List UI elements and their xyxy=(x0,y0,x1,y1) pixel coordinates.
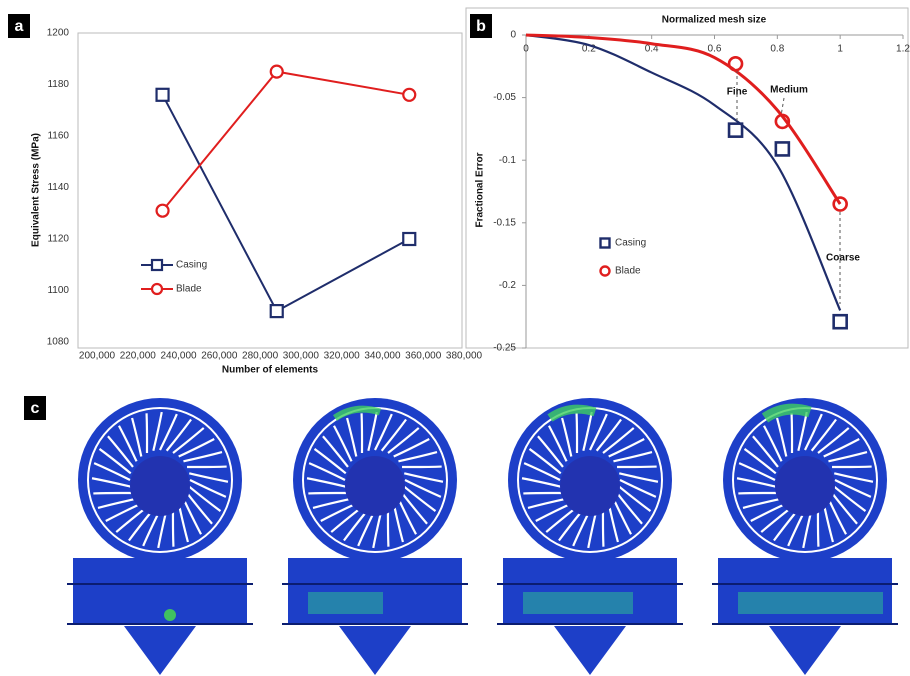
series-line xyxy=(163,72,410,211)
marker-circle xyxy=(729,57,742,70)
y-tick-label: 1120 xyxy=(47,234,69,245)
x-tick-label: 0.6 xyxy=(708,44,722,55)
x-tick-label: 260,000 xyxy=(201,351,238,362)
panel-label: a xyxy=(15,18,24,35)
marker-square xyxy=(601,239,610,248)
x-tick-label: 1.2 xyxy=(896,44,910,55)
x-tick-label: 1 xyxy=(837,44,843,55)
hub xyxy=(775,456,835,516)
y-tick-label: -0.2 xyxy=(499,280,517,291)
fit-curve xyxy=(526,35,840,204)
y-axis-title: Fractional Error xyxy=(475,152,486,227)
y-axis-title: Equivalent Stress (MPa) xyxy=(31,133,42,247)
y-tick-label: -0.05 xyxy=(493,92,516,103)
marker-circle xyxy=(152,284,162,294)
marker-square xyxy=(776,142,789,155)
legend-label: Casing xyxy=(615,238,646,249)
y-tick-label: -0.1 xyxy=(499,155,517,166)
x-tick-label: 320,000 xyxy=(324,351,361,362)
marker-circle xyxy=(601,267,610,276)
cone xyxy=(339,626,411,675)
annotation: Medium xyxy=(770,85,808,96)
x-tick-label: 240,000 xyxy=(160,351,197,362)
y-tick-label: 1200 xyxy=(47,28,70,39)
y-tick-label: 1100 xyxy=(47,285,69,296)
casing-side xyxy=(503,558,677,624)
damage-spot xyxy=(164,609,176,621)
panel-label: c xyxy=(31,400,40,417)
x-tick-label: 340,000 xyxy=(364,351,401,362)
figure: a b c 1080 1100 1120 1140 1160 1180 1200 200,00… xyxy=(0,0,910,676)
casing-side xyxy=(288,558,462,624)
cone xyxy=(554,626,626,675)
y-tick-label: 1140 xyxy=(47,182,69,193)
x-tick-label: 300,000 xyxy=(283,351,320,362)
casing-side xyxy=(718,558,892,624)
marker-square xyxy=(729,124,742,137)
x-axis-title: Number of elements xyxy=(222,365,319,376)
y-tick-label: 1080 xyxy=(47,337,70,348)
hub xyxy=(560,456,620,516)
simulation-images xyxy=(67,398,898,675)
damage-zone xyxy=(308,592,383,614)
series-line xyxy=(163,95,410,311)
hub xyxy=(130,456,190,516)
hub xyxy=(345,456,405,516)
annotation: Coarse xyxy=(826,253,860,264)
y-tick-label: 0 xyxy=(510,30,516,41)
marker-square xyxy=(152,260,162,270)
y-tick-label: 1160 xyxy=(47,131,69,142)
annotation: Fine xyxy=(727,87,748,98)
legend-label: Blade xyxy=(615,266,641,277)
x-axis-title: Normalized mesh size xyxy=(662,15,767,26)
marker-square xyxy=(834,315,847,328)
x-tick-label: 360,000 xyxy=(405,351,442,362)
y-tick-label: 1180 xyxy=(47,79,69,90)
damage-zone xyxy=(523,592,633,614)
plot-frame-b xyxy=(466,8,908,348)
x-tick-label: 220,000 xyxy=(120,351,157,362)
fit-curve xyxy=(526,35,840,310)
y-tick-label: -0.25 xyxy=(493,343,516,354)
x-tick-label: 0.8 xyxy=(770,44,784,55)
marker-square xyxy=(403,233,415,245)
damage-zone xyxy=(738,592,883,614)
panel-label: b xyxy=(476,18,486,35)
casing-side xyxy=(73,558,247,624)
legend-label: Blade xyxy=(176,284,202,295)
marker-circle xyxy=(157,205,169,217)
x-tick-label: 380,000 xyxy=(446,351,483,362)
x-tick-label: 280,000 xyxy=(242,351,279,362)
marker-square xyxy=(271,305,283,317)
marker-circle xyxy=(403,89,415,101)
cone xyxy=(769,626,841,675)
cone xyxy=(124,626,196,675)
x-tick-label: 0 xyxy=(523,44,529,55)
x-tick-label: 200,000 xyxy=(79,351,116,362)
page: a b c 1080 1100 1120 1140 1160 1180 1200 200,00… xyxy=(0,0,910,676)
marker-square xyxy=(157,89,169,101)
y-tick-label: -0.15 xyxy=(493,217,516,228)
legend-label: Casing xyxy=(176,260,207,271)
marker-circle xyxy=(271,66,283,78)
